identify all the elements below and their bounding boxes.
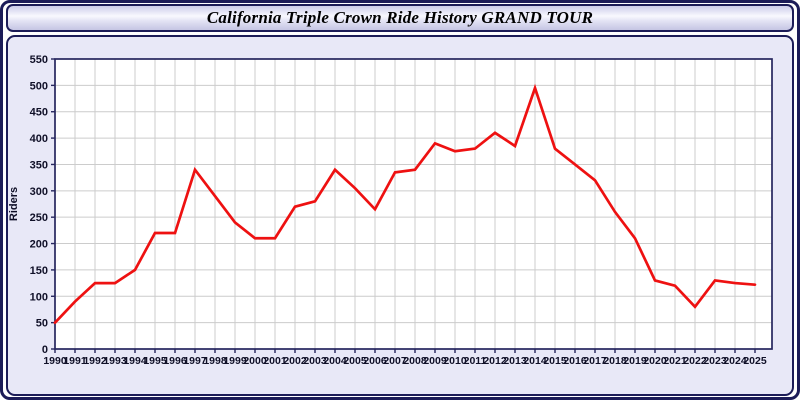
- y-tick-label: 50: [36, 318, 48, 330]
- x-tick-label: 2000: [243, 355, 267, 367]
- y-tick-label: 250: [30, 212, 48, 224]
- y-tick-label: 300: [30, 186, 48, 198]
- x-tick-label: 2004: [323, 355, 347, 367]
- x-tick-label: 2008: [403, 355, 427, 367]
- x-tick-label: 2016: [563, 355, 587, 367]
- title-bar: California Triple Crown Ride History GRA…: [6, 4, 794, 32]
- y-tick-label: 350: [30, 159, 48, 171]
- x-tick-label: 2015: [543, 355, 567, 367]
- x-tick-label: 1999: [223, 355, 247, 367]
- x-tick-label: 1995: [143, 355, 167, 367]
- x-tick-label: 2021: [663, 355, 687, 367]
- x-tick-label: 2006: [363, 355, 387, 367]
- x-tick-label: 1993: [103, 355, 127, 367]
- chart-title: California Triple Crown Ride History GRA…: [206, 8, 594, 27]
- x-tick-label: 1996: [163, 355, 187, 367]
- x-tick-label: 1991: [63, 355, 87, 367]
- x-tick-label: 2024: [723, 355, 747, 367]
- x-tick-label: 2017: [583, 355, 607, 367]
- x-tick-label: 2003: [303, 355, 327, 367]
- x-tick-label: 2005: [343, 355, 367, 367]
- y-tick-label: 550: [30, 54, 48, 66]
- x-tick-label: 2018: [603, 355, 627, 367]
- y-tick-label: 0: [42, 344, 48, 356]
- plot-frame: [54, 58, 773, 350]
- x-tick-label: 2009: [423, 355, 447, 367]
- x-tick-label: 2025: [743, 355, 767, 367]
- x-tick-label: 1998: [203, 355, 227, 367]
- x-tick-label: 2001: [263, 355, 287, 367]
- x-axis-labels: 1990199119921993199419951996199719981999…: [43, 355, 767, 367]
- y-tick-label: 400: [30, 133, 48, 145]
- x-tick-label: 1997: [183, 355, 207, 367]
- x-tick-label: 2019: [623, 355, 647, 367]
- x-tick-label: 2020: [643, 355, 667, 367]
- x-tick-label: 2007: [383, 355, 407, 367]
- plot-area: [55, 59, 772, 349]
- x-tick-label: 1992: [83, 355, 107, 367]
- x-tick-label: 2002: [283, 355, 307, 367]
- x-tick-label: 2022: [683, 355, 707, 367]
- y-tick-label: 100: [30, 291, 48, 303]
- x-tick-label: 2011: [464, 355, 487, 367]
- y-tick-label: 450: [30, 107, 48, 119]
- x-tick-label: 1990: [43, 355, 67, 367]
- x-tick-label: 2010: [443, 355, 467, 367]
- y-tick-label: 150: [30, 265, 48, 277]
- riders-line: [53, 83, 757, 324]
- y-tick-label: 500: [30, 80, 48, 92]
- x-tick-label: 2023: [703, 355, 727, 367]
- x-tick-label: 2012: [483, 355, 507, 367]
- y-tick-label: 200: [30, 239, 48, 251]
- x-tick-label: 2014: [523, 355, 547, 367]
- axis-ticks: [51, 58, 756, 353]
- y-axis-labels: 0 50 100 150 200 250 300 350 400 450 500 550: [30, 54, 48, 356]
- x-tick-label: 1994: [123, 355, 147, 367]
- y-axis-title: Riders: [8, 187, 20, 221]
- x-tick-label: 2013: [503, 355, 527, 367]
